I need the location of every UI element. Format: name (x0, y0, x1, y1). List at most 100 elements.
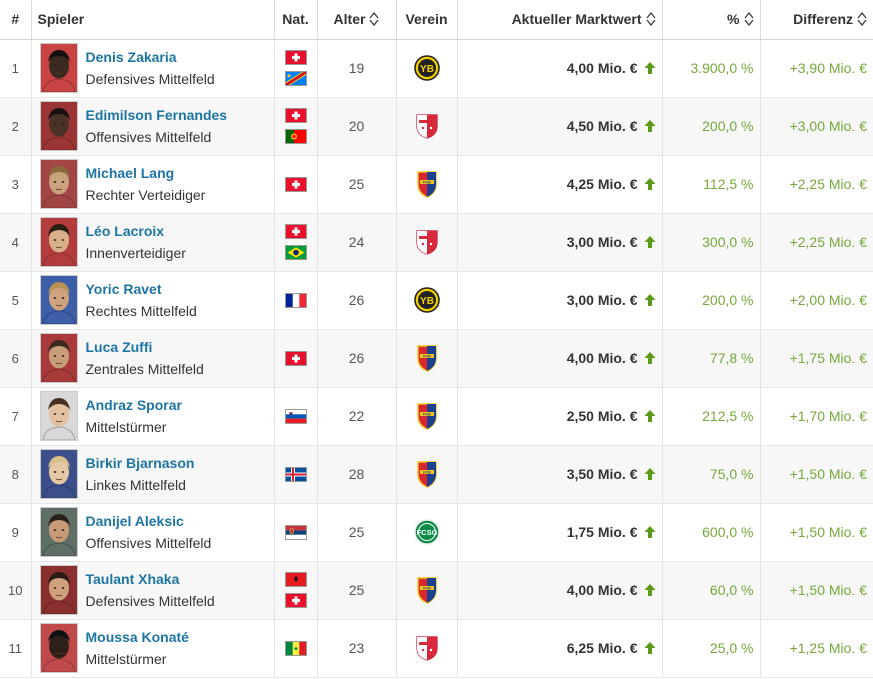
nationality-cell (274, 213, 318, 272)
player-photo[interactable] (39, 101, 78, 151)
flag-switzerland-icon[interactable] (284, 224, 307, 239)
player-name-link[interactable]: Michael Lang (85, 165, 175, 181)
arrow-up-icon (644, 584, 655, 596)
flag-slovenia-icon[interactable] (284, 408, 307, 424)
player-cell: Michael Lang Rechter Verteidiger (31, 155, 275, 214)
rank-cell: 3 (0, 155, 32, 214)
header-player[interactable]: Spieler (31, 0, 275, 40)
player-position: Offensives Mittelfeld (85, 129, 212, 145)
market-value-link[interactable]: 3,50 Mio. € (566, 466, 638, 482)
market-value-link[interactable]: 2,50 Mio. € (566, 408, 638, 424)
player-name-link[interactable]: Taulant Xhaka (85, 571, 180, 587)
player-name-link[interactable]: Birkir Bjarnason (85, 455, 195, 471)
player-cell: Yoric Ravet Rechtes Mittelfeld (31, 271, 275, 330)
basel-crest-icon[interactable]: FCB (414, 460, 440, 488)
header-diff[interactable]: Differenz (760, 0, 873, 40)
player-name-link[interactable]: Denis Zakaria (85, 49, 177, 65)
diff-value: +1,50 Mio. € (789, 582, 867, 598)
table-row: 11 Moussa Konaté Mittelstürmer 23 6,25 M… (0, 619, 873, 678)
sort-icon[interactable] (369, 12, 379, 27)
flag-senegal-icon[interactable] (284, 640, 307, 656)
player-photo[interactable] (39, 333, 78, 383)
diff-cell: +1,25 Mio. € (760, 619, 873, 678)
diff-value: +1,70 Mio. € (789, 408, 867, 424)
pct-cell: 212,5 % (662, 387, 761, 446)
sort-icon[interactable] (743, 12, 754, 27)
player-name-link[interactable]: Yoric Ravet (85, 281, 162, 297)
basel-crest-icon[interactable]: FCB (414, 402, 440, 430)
young-boys-crest-icon[interactable]: YB (413, 54, 440, 82)
flag-dr-congo-icon[interactable] (284, 71, 307, 86)
player-photo[interactable] (39, 217, 78, 267)
market-value-link[interactable]: 4,50 Mio. € (566, 118, 638, 134)
header-market-value[interactable]: Aktueller Marktwert (457, 0, 663, 40)
basel-crest-icon[interactable]: FCB (414, 170, 440, 198)
diff-value: +2,25 Mio. € (789, 234, 867, 250)
flag-portugal-icon[interactable] (284, 129, 307, 144)
player-cell: Taulant Xhaka Defensives Mittelfeld (31, 561, 275, 620)
flag-switzerland-icon[interactable] (284, 50, 307, 65)
basel-crest-icon[interactable]: FCB (414, 576, 440, 604)
market-value-link[interactable]: 4,00 Mio. € (566, 60, 638, 76)
flag-albania-icon[interactable] (284, 572, 307, 587)
young-boys-crest-icon[interactable]: YB (413, 286, 440, 314)
flag-serbia-icon[interactable] (284, 524, 307, 540)
pct-value: 112,5 % (703, 176, 754, 192)
player-photo[interactable] (39, 391, 78, 441)
player-photo[interactable] (39, 507, 78, 557)
header-pct[interactable]: % (662, 0, 761, 40)
player-name-link[interactable]: Luca Zuffi (85, 339, 153, 355)
flag-brazil-icon[interactable] (284, 245, 307, 260)
market-value-link[interactable]: 1,75 Mio. € (566, 524, 638, 540)
market-value-link[interactable]: 4,00 Mio. € (566, 350, 638, 366)
player-cell: Moussa Konaté Mittelstürmer (31, 619, 275, 678)
rank-cell: 4 (0, 213, 32, 272)
player-photo[interactable] (39, 565, 78, 615)
svg-text:FCB: FCB (423, 412, 431, 416)
header-age-label: Alter (333, 11, 366, 28)
svg-text:YB: YB (420, 296, 434, 307)
player-name-link[interactable]: Edimilson Fernandes (85, 107, 228, 123)
club-cell: YB (396, 39, 458, 98)
player-photo[interactable] (39, 43, 78, 93)
market-value-link[interactable]: 3,00 Mio. € (566, 292, 638, 308)
sion-crest-icon[interactable] (414, 228, 440, 256)
player-name-link[interactable]: Moussa Konaté (85, 629, 189, 645)
sion-crest-icon[interactable] (414, 112, 440, 140)
player-photo[interactable] (39, 623, 78, 673)
player-name-link[interactable]: Andraz Sporar (85, 397, 182, 413)
diff-cell: +2,25 Mio. € (760, 213, 873, 272)
sort-icon[interactable] (857, 12, 867, 27)
flag-france-icon[interactable] (284, 292, 307, 308)
player-name-link[interactable]: Léo Lacroix (85, 223, 165, 239)
flag-switzerland-icon[interactable] (284, 350, 307, 366)
age: 25 (348, 176, 365, 192)
player-name-link[interactable]: Danijel Aleksic (85, 513, 184, 529)
header-age[interactable]: Alter (317, 0, 397, 40)
player-photo[interactable] (39, 449, 78, 499)
player-photo[interactable] (39, 159, 78, 209)
rank-cell: 6 (0, 329, 32, 388)
basel-crest-icon[interactable]: FCB (414, 344, 440, 372)
diff-cell: +1,75 Mio. € (760, 329, 873, 388)
rank: 11 (8, 640, 23, 656)
player-photo[interactable] (39, 275, 78, 325)
nationality-cell (274, 445, 318, 504)
flag-switzerland-icon[interactable] (284, 108, 307, 123)
player-position: Zentrales Mittelfeld (85, 361, 204, 377)
player-position: Mittelstürmer (85, 651, 167, 667)
flag-iceland-icon[interactable] (284, 466, 307, 482)
header-num: # (0, 0, 32, 40)
sort-icon[interactable] (645, 12, 656, 27)
svg-text:YB: YB (420, 64, 434, 75)
market-value-link[interactable]: 3,00 Mio. € (566, 234, 638, 250)
market-value-link[interactable]: 4,25 Mio. € (566, 176, 638, 192)
flag-switzerland-icon[interactable] (284, 176, 307, 192)
market-value-cell: 2,50 Mio. € (457, 387, 663, 446)
market-value-link[interactable]: 4,00 Mio. € (566, 582, 638, 598)
st-gallen-crest-icon[interactable]: FCSG (413, 518, 440, 546)
sion-crest-icon[interactable] (414, 634, 440, 662)
market-value-link[interactable]: 6,25 Mio. € (566, 640, 638, 656)
flag-switzerland-icon[interactable] (284, 593, 307, 608)
arrow-up-icon (644, 352, 655, 364)
